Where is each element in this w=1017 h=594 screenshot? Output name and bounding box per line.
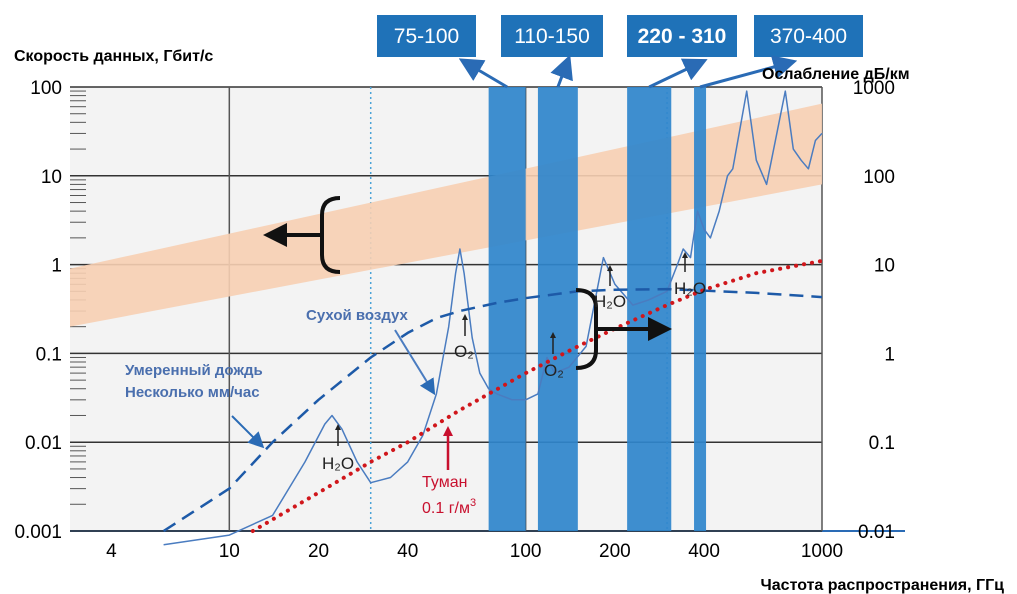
band-label: 220 - 310 [638,25,727,48]
o2-label: O₂ [544,361,564,380]
y-right-tick-label: 0.01 [858,522,895,543]
y-left-tick-label: 1 [51,256,62,277]
band-370-400 [694,87,707,531]
y-right-tick-label: 1 [884,344,895,365]
band-110-150 [537,87,578,531]
annotations: Сухой воздух Умеренный дождь Несколько м… [125,252,706,517]
h2o-absorption-marker-325: H₂O [674,252,706,298]
rain-label-line2: Несколько мм/час [125,384,260,401]
h2o-label: H₂O [322,454,354,473]
y-left-axis-title: Скорость данных, Гбит/с [14,48,213,65]
x-tick-label: 1000 [801,541,843,562]
y-left-tick-label: 0.1 [36,344,62,365]
y-left-tick-label: 0.01 [25,433,62,454]
series-line [162,287,823,533]
band-label-box [501,15,603,57]
h2o-label: H₂O [594,292,626,311]
x-tick-label: 100 [510,541,542,562]
h2o-absorption-marker-22: H₂O [322,424,354,473]
o2-absorption-marker-118: O₂ [544,332,564,380]
fog-label-line1: Туман [422,474,467,491]
y-right-tick-label: 100 [863,167,895,188]
x-tick-label: 200 [599,541,631,562]
band-75-100 [488,87,526,531]
band-label-box [754,15,863,57]
x-tick-label: 4 [106,541,117,562]
rain-pointer [231,415,265,449]
x-tick-label: 10 [219,541,240,562]
y-left-tick-label: 10 [41,167,62,188]
y-left-tick-label: 0.001 [14,522,62,543]
band-pointer [458,58,508,89]
o2-absorption-marker-60: O₂ [454,314,474,361]
fog-pointer-head [443,426,453,436]
axis-bracket-indicators [263,196,672,370]
frequency-bands: 75-100 110-150 220 - 310 370-400 [377,15,863,531]
h2o-label: H₂O [674,279,706,298]
h2o-absorption-marker-183: H₂O [594,265,626,311]
band-pointer [648,58,708,89]
band-label: 75-100 [394,25,459,48]
x-tick-label: 40 [397,541,418,562]
y-left-tick-label: 100 [30,78,62,99]
rain-label-line1: Умеренный дождь [125,362,263,379]
band-220-310 [627,87,672,531]
series-group [162,90,824,546]
band-pointer [699,55,798,89]
band-label-box [377,15,476,57]
band-label-box [627,15,737,57]
series-line [163,90,823,546]
y-right-tick-label: 0.1 [869,433,895,454]
dry-air-label: Сухой воздух [306,307,409,324]
y-right-tick-label: 10 [874,256,895,277]
o2-label: O₂ [454,342,474,361]
dry-air-pointer [394,329,436,396]
y-right-tick-label: 1000 [853,78,895,99]
x-tick-label: 400 [688,541,720,562]
band-pointer [550,54,573,88]
x-tick-label: 20 [308,541,329,562]
band-label: 370-400 [770,25,847,48]
x-axis-title: Частота распространения, ГГц [761,577,1005,594]
band-label: 110-150 [514,25,590,48]
fog-label-line2: 0.1 г/м3 [422,497,476,517]
axis-ticks: 100 10 1 0.1 0.01 0.001 1000 100 10 1 0.1 0.01 4 10 20… [14,78,895,562]
y-right-axis-title: Ослабление дБ/км [762,66,910,83]
